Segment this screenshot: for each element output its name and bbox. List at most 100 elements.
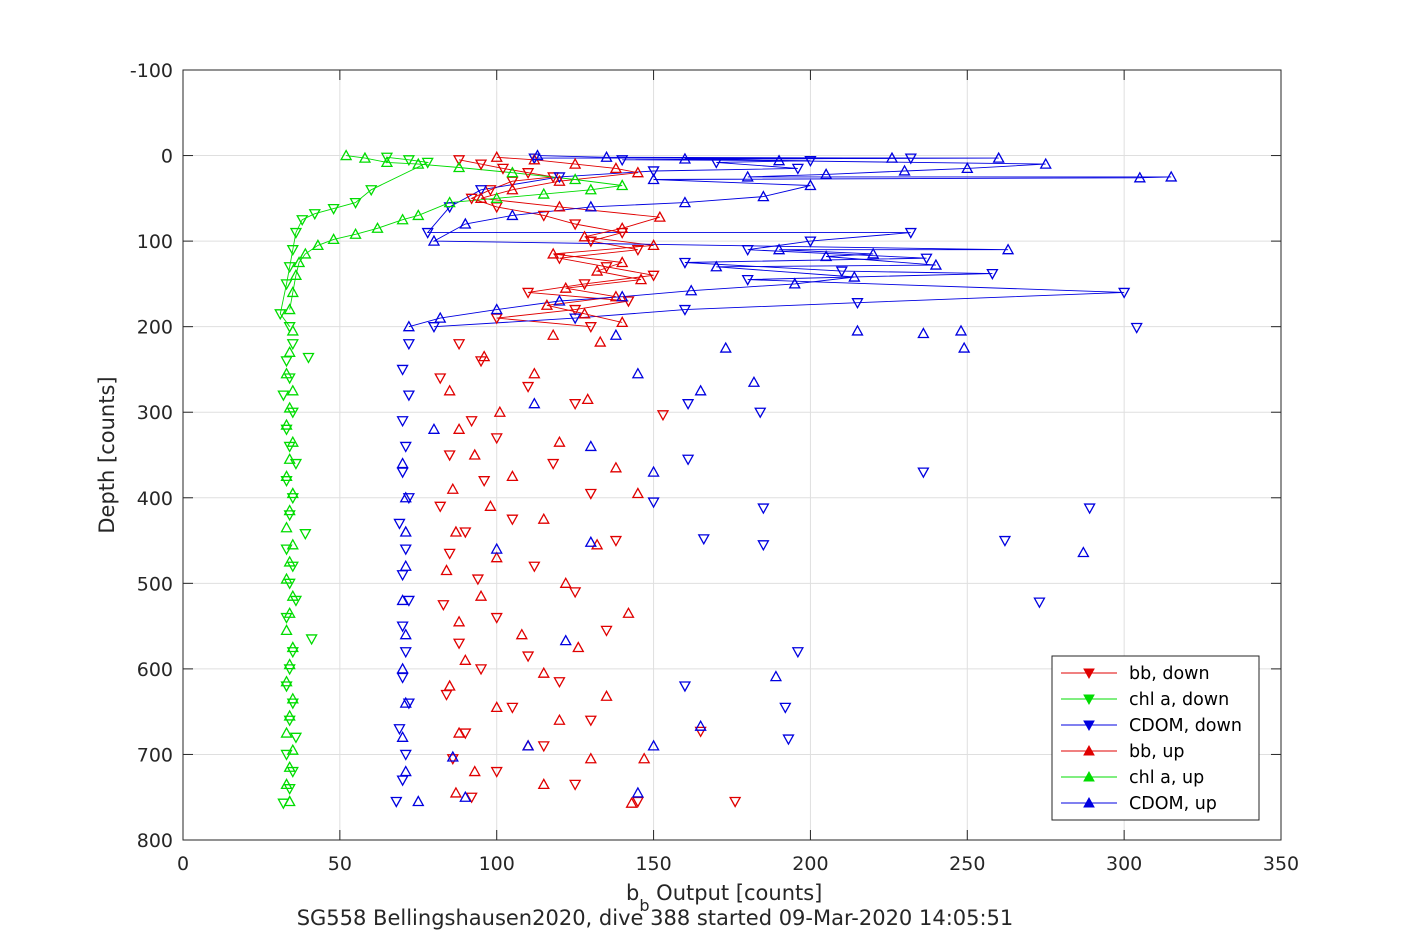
data-point-marker: [465, 193, 478, 205]
data-point-marker: [452, 422, 466, 434]
data-point-marker: [719, 341, 732, 353]
data-point-marker: [569, 779, 582, 791]
data-point-marker: [399, 525, 412, 537]
data-point-marker: [399, 559, 412, 571]
data-point-marker: [638, 752, 651, 764]
legend-marker: [1083, 744, 1095, 756]
data-point-marker: [954, 324, 968, 336]
data-point-marker: [490, 150, 503, 162]
data-point-marker: [631, 245, 644, 257]
data-point-marker: [553, 435, 566, 447]
data-point-marker: [280, 279, 293, 291]
data-point-marker: [490, 191, 503, 203]
data-point-marker: [537, 512, 550, 524]
data-point-marker: [678, 152, 692, 164]
data-point-marker: [427, 234, 441, 246]
plot-frame: [182, 69, 1282, 841]
data-point-marker: [553, 172, 566, 184]
data-point-marker: [569, 157, 582, 169]
data-point-marker: [440, 564, 453, 576]
data-point-marker: [584, 715, 597, 727]
data-point-marker: [553, 294, 566, 306]
data-point-marker: [283, 664, 296, 676]
data-point-marker: [528, 367, 541, 379]
data-point-marker: [286, 589, 299, 601]
data-point-marker: [788, 277, 801, 289]
data-point-marker: [569, 313, 582, 325]
data-point-marker: [553, 713, 566, 725]
data-point-marker: [459, 653, 472, 665]
data-point-marker: [474, 589, 488, 601]
data-point-marker: [569, 587, 582, 599]
data-point-marker: [496, 163, 510, 175]
data-point-marker: [757, 190, 770, 202]
data-point-marker: [402, 493, 415, 505]
data-point-marker: [286, 698, 299, 710]
data-point-marker: [747, 375, 761, 387]
data-point-marker: [559, 576, 572, 588]
data-point-marker: [1077, 546, 1090, 558]
data-point-marker: [446, 754, 459, 766]
data-point-marker: [506, 183, 519, 195]
data-point-marker: [490, 303, 503, 315]
data-point-marker: [616, 256, 629, 268]
data-point-marker: [528, 561, 541, 573]
data-point-marker: [757, 540, 770, 552]
data-point-marker: [678, 681, 692, 693]
data-point-marker: [616, 155, 629, 167]
data-point-marker: [656, 410, 670, 422]
data-point-marker: [961, 162, 974, 174]
data-point-marker: [399, 696, 412, 708]
data-point-marker: [920, 253, 933, 265]
data-point-marker: [490, 542, 503, 554]
data-point-marker: [399, 441, 412, 453]
data-point-marker: [283, 606, 296, 618]
data-point-marker: [609, 290, 623, 302]
data-point-marker: [399, 647, 412, 659]
data-point-marker: [710, 157, 723, 169]
data-point-marker: [427, 422, 441, 434]
data-point-marker: [286, 487, 299, 499]
data-point-marker: [757, 503, 770, 515]
data-point-marker: [283, 303, 296, 315]
data-point-marker: [581, 393, 594, 405]
data-point-marker: [1001, 243, 1015, 255]
data-point-marker: [274, 309, 287, 321]
data-point-marker: [600, 262, 613, 274]
data-point-marker: [280, 418, 293, 430]
data-point-marker: [772, 154, 786, 166]
x-tick-label: 250: [949, 853, 985, 875]
data-point-marker: [741, 274, 754, 286]
data-point-marker: [465, 416, 478, 428]
data-point-marker: [521, 381, 535, 393]
data-point-marker: [506, 470, 519, 482]
data-point-marker: [484, 185, 497, 197]
data-point-marker: [1033, 597, 1046, 609]
data-point-marker: [506, 702, 519, 714]
data-point-marker: [280, 749, 293, 761]
data-point-marker: [280, 367, 293, 379]
data-point-marker: [681, 399, 695, 411]
data-point-marker: [584, 440, 597, 452]
legend-box: [1051, 655, 1260, 821]
x-axis-label: bb Output [counts]: [626, 881, 822, 915]
data-point-marker: [678, 257, 692, 269]
data-point-marker: [547, 247, 560, 259]
data-point-marker: [468, 448, 481, 460]
axis-ticks: 0 50 100 150 200 250 300 350 -100 0 100 200 300 400 50…: [130, 60, 1299, 875]
data-point-marker: [474, 185, 488, 197]
legend-label: chl a, up: [1129, 768, 1204, 788]
data-point-marker: [393, 518, 406, 530]
data-point-marker: [537, 187, 550, 199]
y-tick-label: -100: [130, 60, 173, 82]
data-point-marker: [283, 345, 296, 357]
legend-marker: [1083, 668, 1095, 680]
data-point-marker: [280, 521, 293, 533]
x-tick-label: 100: [479, 853, 515, 875]
data-point-marker: [506, 514, 519, 526]
data-point-marker: [399, 628, 412, 640]
data-point-marker: [302, 352, 315, 364]
data-point-marker: [1039, 157, 1052, 169]
legend-item: bb, down: [1061, 664, 1210, 684]
data-point-marker: [559, 634, 572, 646]
